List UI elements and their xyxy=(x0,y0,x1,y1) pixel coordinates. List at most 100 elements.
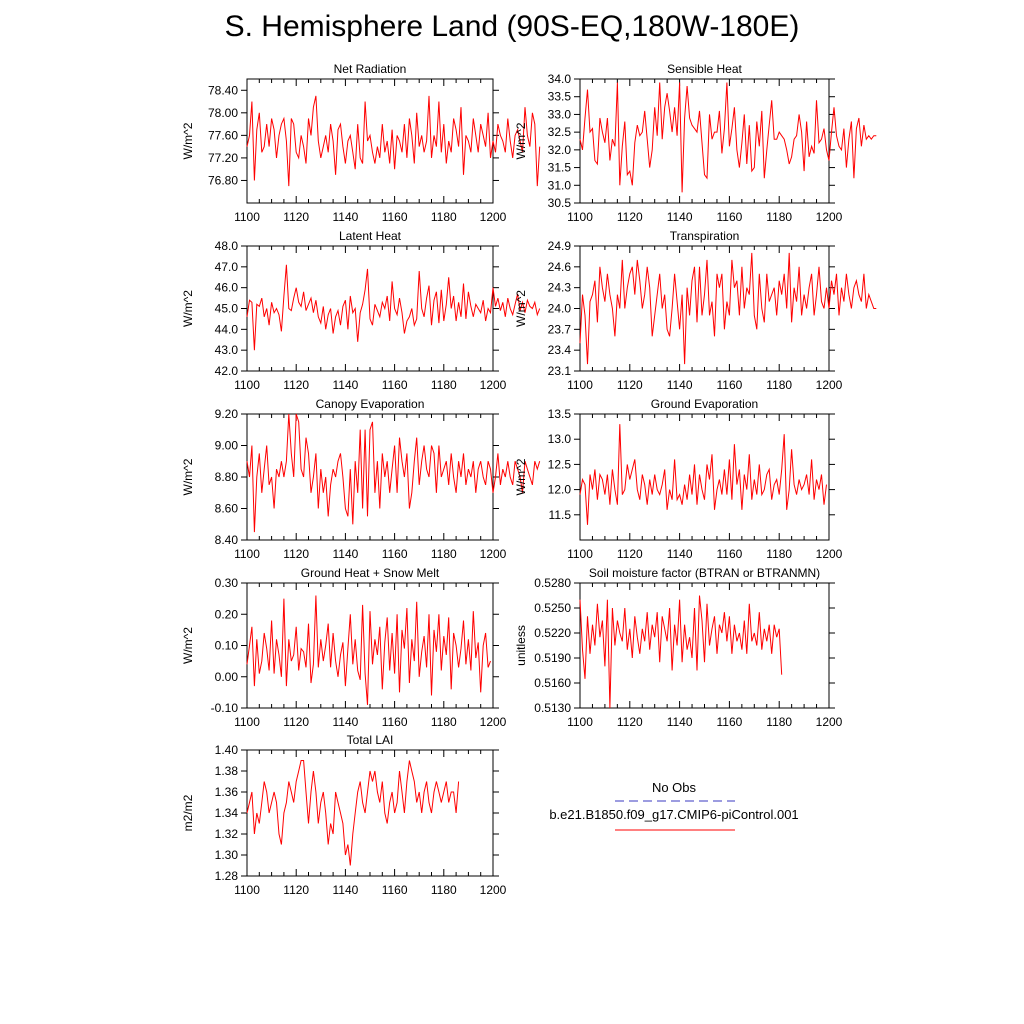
x-tick-label: 1180 xyxy=(431,715,457,729)
panel-title: Net Radiation xyxy=(334,62,407,76)
y-tick-label: 0.5160 xyxy=(534,676,571,690)
y-tick-label: 11.5 xyxy=(549,508,572,522)
y-tick-label: 8.40 xyxy=(215,533,239,547)
y-tick-label: 32.0 xyxy=(548,143,572,157)
y-tick-label: 34.0 xyxy=(548,72,572,86)
y-tick-label: 47.0 xyxy=(215,260,239,274)
y-tick-label: 24.0 xyxy=(548,302,572,316)
y-tick-label: 0.5250 xyxy=(534,601,571,615)
panel: Soil moisture factor (BTRAN or BTRANMN) u… xyxy=(514,566,843,729)
x-tick-label: 1160 xyxy=(382,378,408,392)
panel: Net Radiation W/m^2 1100 1120 1140 1160 1180 12… xyxy=(181,62,541,224)
y-tick-label: 23.7 xyxy=(548,322,572,336)
figure-title: S. Hemisphere Land (90S-EQ,180W-180E) xyxy=(224,10,800,43)
panel-title: Sensible Heat xyxy=(667,62,742,76)
y-tick-label: 31.0 xyxy=(548,178,572,192)
plot-frame xyxy=(246,78,494,204)
series-line xyxy=(579,252,877,365)
x-tick-label: 1180 xyxy=(431,547,457,561)
x-tick-label: 1140 xyxy=(332,883,358,897)
y-tick-label: 0.20 xyxy=(215,607,239,621)
y-tick-label: 30.5 xyxy=(548,196,572,210)
x-tick-label: 1120 xyxy=(283,210,309,224)
y-tick-label: 78.40 xyxy=(208,83,238,97)
panel-title: Latent Heat xyxy=(339,229,402,243)
y-tick-label: -0.10 xyxy=(211,701,239,715)
y-axis-label: W/m^2 xyxy=(181,627,195,664)
series-line xyxy=(246,95,541,187)
x-tick-label: 1180 xyxy=(431,378,457,392)
x-tick-label: 1100 xyxy=(567,210,593,224)
panel: Total LAI m2/m2 1100 1120 1140 1160 1180 1200 1.… xyxy=(181,733,507,897)
x-tick-label: 1140 xyxy=(332,715,358,729)
x-tick-label: 1200 xyxy=(816,378,843,392)
x-tick-label: 1160 xyxy=(382,547,408,561)
plot-frame xyxy=(579,413,830,541)
y-tick-label: 8.80 xyxy=(215,470,239,484)
panel: Ground Evaporation W/m^2 1100 1120 1140 1160 1… xyxy=(514,397,843,561)
x-tick-label: 1160 xyxy=(382,883,408,897)
x-tick-label: 1180 xyxy=(431,210,457,224)
y-axis-label: m2/m2 xyxy=(181,794,195,831)
y-tick-label: 77.60 xyxy=(208,128,238,142)
x-tick-label: 1200 xyxy=(480,547,507,561)
x-tick-label: 1160 xyxy=(382,715,408,729)
panel: Transpiration W/m^2 1100 1120 1140 1160 1180 12… xyxy=(514,229,877,392)
x-tick-label: 1100 xyxy=(234,547,260,561)
y-tick-label: 42.0 xyxy=(215,364,239,378)
x-tick-label: 1180 xyxy=(766,378,792,392)
y-tick-label: 45.0 xyxy=(215,302,239,316)
x-tick-label: 1100 xyxy=(234,883,260,897)
y-tick-label: 32.5 xyxy=(548,125,572,139)
series-line xyxy=(246,595,491,705)
x-tick-label: 1100 xyxy=(567,715,593,729)
x-tick-label: 1160 xyxy=(716,547,742,561)
y-tick-label: 0.00 xyxy=(215,670,239,684)
y-tick-label: 1.36 xyxy=(215,785,239,799)
y-axis-label: W/m^2 xyxy=(514,290,528,327)
x-tick-label: 1120 xyxy=(617,547,643,561)
y-tick-label: 1.30 xyxy=(215,848,239,862)
x-tick-label: 1100 xyxy=(234,378,260,392)
y-tick-label: 0.5130 xyxy=(534,701,571,715)
y-tick-label: 9.20 xyxy=(215,407,239,421)
x-tick-label: 1200 xyxy=(480,715,507,729)
x-tick-label: 1180 xyxy=(431,883,457,897)
panel-title: Soil moisture factor (BTRAN or BTRANMN) xyxy=(589,566,820,580)
y-tick-label: 77.20 xyxy=(208,151,238,165)
y-tick-label: 48.0 xyxy=(215,239,239,253)
y-tick-label: 1.40 xyxy=(215,743,239,757)
panel-title: Ground Evaporation xyxy=(651,397,758,411)
x-tick-label: 1120 xyxy=(283,715,309,729)
x-tick-label: 1180 xyxy=(766,547,792,561)
plot-frame xyxy=(579,245,830,372)
panel-title: Ground Heat + Snow Melt xyxy=(301,566,440,580)
plot-frame xyxy=(246,245,494,372)
y-tick-label: 46.0 xyxy=(215,281,239,295)
y-tick-label: 0.5190 xyxy=(534,651,571,665)
series-line xyxy=(579,424,827,525)
y-tick-label: 0.10 xyxy=(215,639,239,653)
x-tick-label: 1140 xyxy=(332,378,358,392)
x-tick-label: 1200 xyxy=(480,378,507,392)
y-tick-label: 78.00 xyxy=(208,106,238,120)
y-tick-label: 23.4 xyxy=(548,343,572,357)
x-tick-label: 1140 xyxy=(667,210,693,224)
panel-title: Transpiration xyxy=(670,229,740,243)
y-tick-label: 33.5 xyxy=(548,90,572,104)
series-line xyxy=(246,760,460,866)
panel: Ground Heat + Snow Melt W/m^2 1100 1120 1140… xyxy=(181,566,507,729)
y-axis-label: W/m^2 xyxy=(181,122,195,159)
y-tick-label: 13.0 xyxy=(548,432,572,446)
panel-title: Canopy Evaporation xyxy=(316,397,425,411)
plot-frame xyxy=(579,582,830,709)
x-tick-label: 1160 xyxy=(382,210,408,224)
x-tick-label: 1100 xyxy=(567,378,593,392)
y-axis-label: W/m^2 xyxy=(514,458,528,495)
legend-obs-label: No Obs xyxy=(652,780,697,795)
y-tick-label: 0.5220 xyxy=(534,626,571,640)
x-tick-label: 1120 xyxy=(617,210,643,224)
series-line xyxy=(246,264,541,351)
panel: Sensible Heat W/m^2 1100 1120 1140 1160 1180 12… xyxy=(514,62,877,224)
